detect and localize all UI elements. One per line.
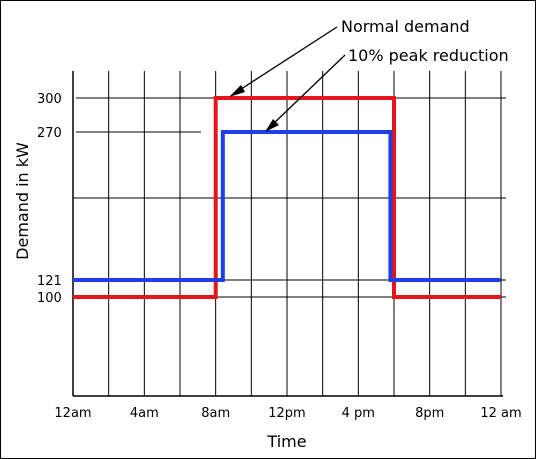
arrow-peak-reduction	[270, 54, 346, 127]
y-tick-label: 300	[37, 92, 62, 107]
y-tick-label: 270	[37, 126, 62, 141]
x-tick-label: 4am	[130, 406, 159, 421]
x-tick-label: 8pm	[415, 406, 444, 421]
x-tick-label: 12am	[54, 406, 91, 421]
x-tick-label: 8am	[201, 406, 230, 421]
arrowhead-normal-demand	[229, 85, 245, 97]
arrowhead-peak-reduction	[265, 119, 279, 132]
annotation-peak-reduction: 10% peak reduction	[348, 46, 509, 65]
x-tick-label: 4 pm	[342, 406, 375, 421]
y-tick-label: 100	[37, 291, 62, 306]
x-tick-label: 12pm	[268, 406, 305, 421]
y-tick-label: 121	[37, 274, 62, 289]
y-axis-title: Demand in kW	[13, 142, 32, 260]
arrow-normal-demand	[234, 26, 338, 94]
series-line-normal-demand	[73, 96, 501, 299]
x-tick-label: 12 am	[480, 406, 521, 421]
annotation-normal-demand: Normal demand	[341, 17, 470, 36]
x-axis-title: Time	[266, 432, 306, 451]
series-line-peak-reduction	[73, 130, 501, 282]
